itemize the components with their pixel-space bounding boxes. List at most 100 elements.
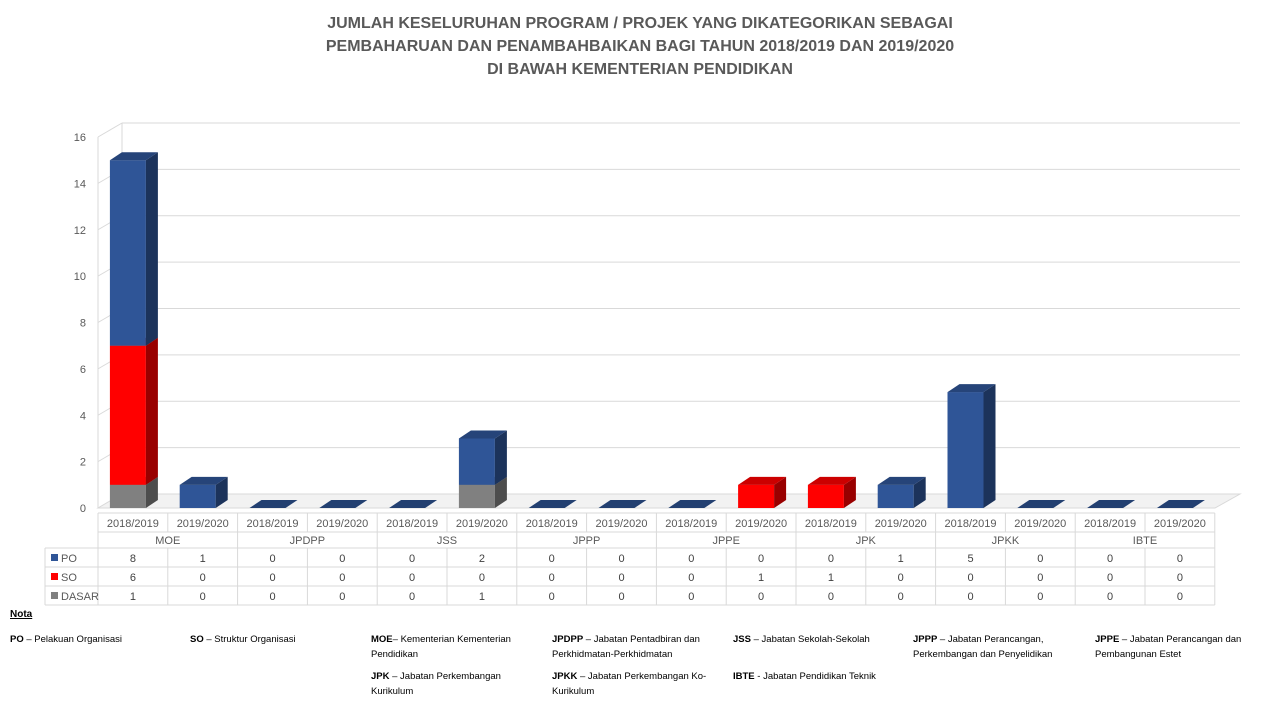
y-tick-label-2: 4 [80,410,86,422]
legend-label-dasar: DASAR [61,591,99,603]
note-po: PO – Pelakuan Organisasi [10,632,180,647]
bar-8-zero [668,500,717,508]
bar-6-zero [528,500,577,508]
note-abbr: JPPP [913,634,938,645]
data-label-po-14: 0 [1107,553,1113,565]
data-label-dasar-15: 0 [1177,591,1183,603]
note-jpdpp: JPDPP – Jabatan Pentadbiran dan Perkhidm… [552,632,722,662]
bar-top [179,476,228,485]
bar-front [458,438,495,485]
note-abbr: SO [190,634,204,645]
data-label-so-4: 0 [409,572,415,584]
bar-side [145,152,158,346]
x-group-label-moe: MOE [155,535,180,547]
x-group-label-jpkk: JPKK [992,535,1020,547]
gridlines [96,122,1242,509]
y-tick-label-5: 10 [74,271,86,283]
data-label-dasar-0: 1 [130,591,136,603]
note-text: – Jabatan Perancangan, Perkembangan dan … [913,634,1053,660]
x-year-label-13: 2019/2020 [1014,518,1066,530]
x-group-label-jpdpp: JPDPP [290,535,325,547]
data-label-dasar-2: 0 [269,591,275,603]
data-label-so-13: 0 [1037,572,1043,584]
bar-front [877,484,914,508]
bar-side [774,476,787,508]
x-group-label-jss: JSS [437,535,457,547]
y-tick-label-4: 8 [80,318,86,330]
data-label-dasar-7: 0 [618,591,624,603]
x-year-label-5: 2019/2020 [456,518,508,530]
data-label-dasar-9: 0 [758,591,764,603]
bar-side [843,476,856,508]
bar-3-zero [319,500,368,508]
data-label-so-6: 0 [549,572,555,584]
data-label-dasar-3: 0 [339,591,345,603]
title-line-1: JUMLAH KESELURUHAN PROGRAM / PROJEK YANG… [327,15,953,32]
title-line-2: PEMBAHARUAN DAN PENAMBAHBAIKAN BAGI TAHU… [325,38,955,55]
x-year-label-4: 2018/2019 [386,518,438,530]
bar-11-po [877,476,926,508]
bar-side [145,476,158,508]
y-tick-label-1: 2 [80,457,86,469]
data-label-so-5: 0 [479,572,485,584]
note-abbr: JSS [733,634,751,645]
x-year-label-10: 2018/2019 [805,518,857,530]
data-label-so-0: 6 [130,572,136,584]
bar-5-po [458,430,507,485]
data-label-po-7: 0 [618,553,624,565]
note-text: – Jabatan Perkembangan Kurikulum [371,671,501,697]
note-jpk: JPK – Jabatan Perkembangan Kurikulum [371,669,541,699]
x-group-label-jppe: JPPE [712,535,740,547]
bar-front [947,392,984,508]
data-label-so-2: 0 [269,572,275,584]
note-so: SO – Struktur Organisasi [190,632,360,647]
bar-top [947,384,996,393]
y-tick-label-7: 14 [74,178,86,190]
data-label-po-0: 8 [130,553,136,565]
bar-top [877,476,926,485]
bar-top [807,476,856,485]
data-label-dasar-13: 0 [1037,591,1043,603]
bar-10-so [807,476,856,508]
data-label-so-10: 1 [828,572,834,584]
data-label-po-15: 0 [1177,553,1183,565]
y-tick-label-3: 6 [80,364,86,376]
bar-2-zero [249,500,298,508]
x-year-label-15: 2019/2020 [1154,518,1206,530]
bar-15-zero [1156,500,1205,508]
bar-front [807,484,844,508]
bar-front [109,160,146,346]
data-label-so-3: 0 [339,572,345,584]
chart-title: JUMLAH KESELURUHAN PROGRAM / PROJEK YANG… [0,12,1280,81]
bar-side [983,384,996,508]
bar-front [109,345,146,485]
data-label-dasar-12: 0 [967,591,973,603]
data-label-dasar-14: 0 [1107,591,1113,603]
note-abbr: JPPE [1095,634,1120,645]
data-label-so-1: 0 [200,572,206,584]
bar-front [179,484,216,508]
bar-top [109,152,158,161]
data-label-so-15: 0 [1177,572,1183,584]
data-label-po-5: 2 [479,553,485,565]
bar-4-zero [389,500,438,508]
data-table: 2018/2019 2019/2020 2018/2019 2019/2020 2018… [44,512,1216,606]
bar-top [458,430,507,439]
x-group-label-jppp: JPPP [573,535,601,547]
note-jppe: JPPE – Jabatan Perancangan dan Pembangun… [1095,632,1270,662]
x-year-label-6: 2018/2019 [526,518,578,530]
data-label-dasar-1: 0 [200,591,206,603]
data-label-dasar-4: 0 [409,591,415,603]
data-label-po-4: 0 [409,553,415,565]
bar-side [494,430,507,485]
bar-0-po [109,152,158,346]
data-label-po-1: 1 [200,553,206,565]
data-label-so-14: 0 [1107,572,1113,584]
legend-key-so [51,573,58,580]
bar-13-zero [1017,500,1066,508]
legend-label-so: SO [61,572,77,584]
legend-label-po: PO [61,553,77,565]
bar-side [215,476,228,508]
note-text: – Kementerian Kementerian Pendidikan [371,634,511,660]
